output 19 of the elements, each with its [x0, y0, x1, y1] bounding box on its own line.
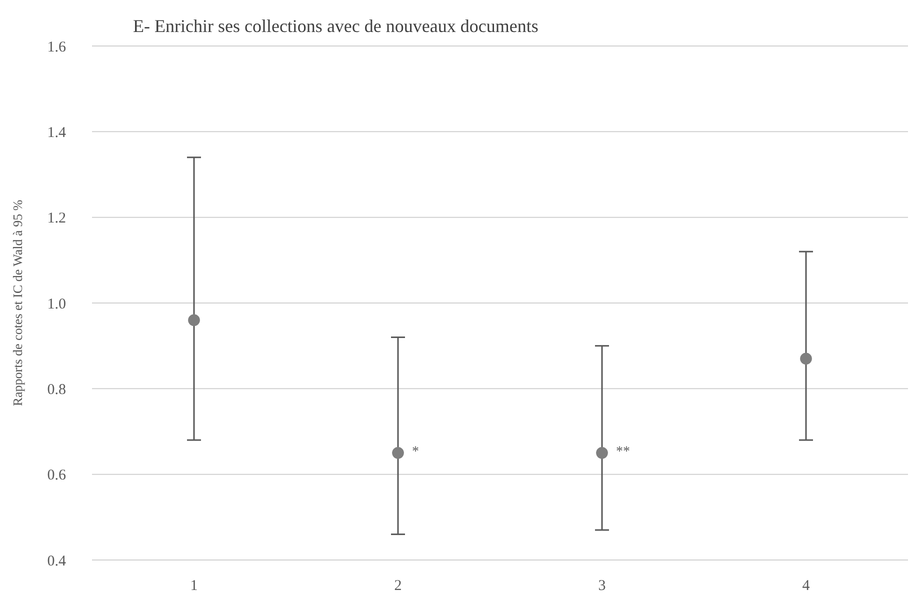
y-tick-label: 0.4 — [47, 553, 66, 570]
x-tick-label: 2 — [394, 578, 402, 594]
point — [392, 447, 404, 459]
point — [188, 314, 200, 326]
y-tick-label: 1.6 — [47, 39, 66, 56]
chart-title: E- Enrichir ses collections avec de nouveaux documents — [133, 16, 538, 36]
annotation: * — [412, 444, 419, 460]
annotation: ** — [616, 444, 630, 460]
point — [596, 447, 608, 459]
y-tick-label: 0.6 — [47, 468, 66, 484]
y-tick-label: 1.2 — [47, 210, 66, 227]
y-tick-label: 0.8 — [47, 382, 66, 398]
y-tick-label: 1.4 — [47, 124, 66, 141]
point — [800, 352, 812, 365]
x-tick-label: 3 — [598, 578, 606, 594]
x-tick-label: 4 — [802, 578, 810, 594]
y-axis-title: Rapports de cotes et IC de Wald à 95 % — [10, 200, 25, 406]
y-tick-label: 1.0 — [47, 296, 66, 312]
x-tick-label: 1 — [190, 578, 198, 594]
